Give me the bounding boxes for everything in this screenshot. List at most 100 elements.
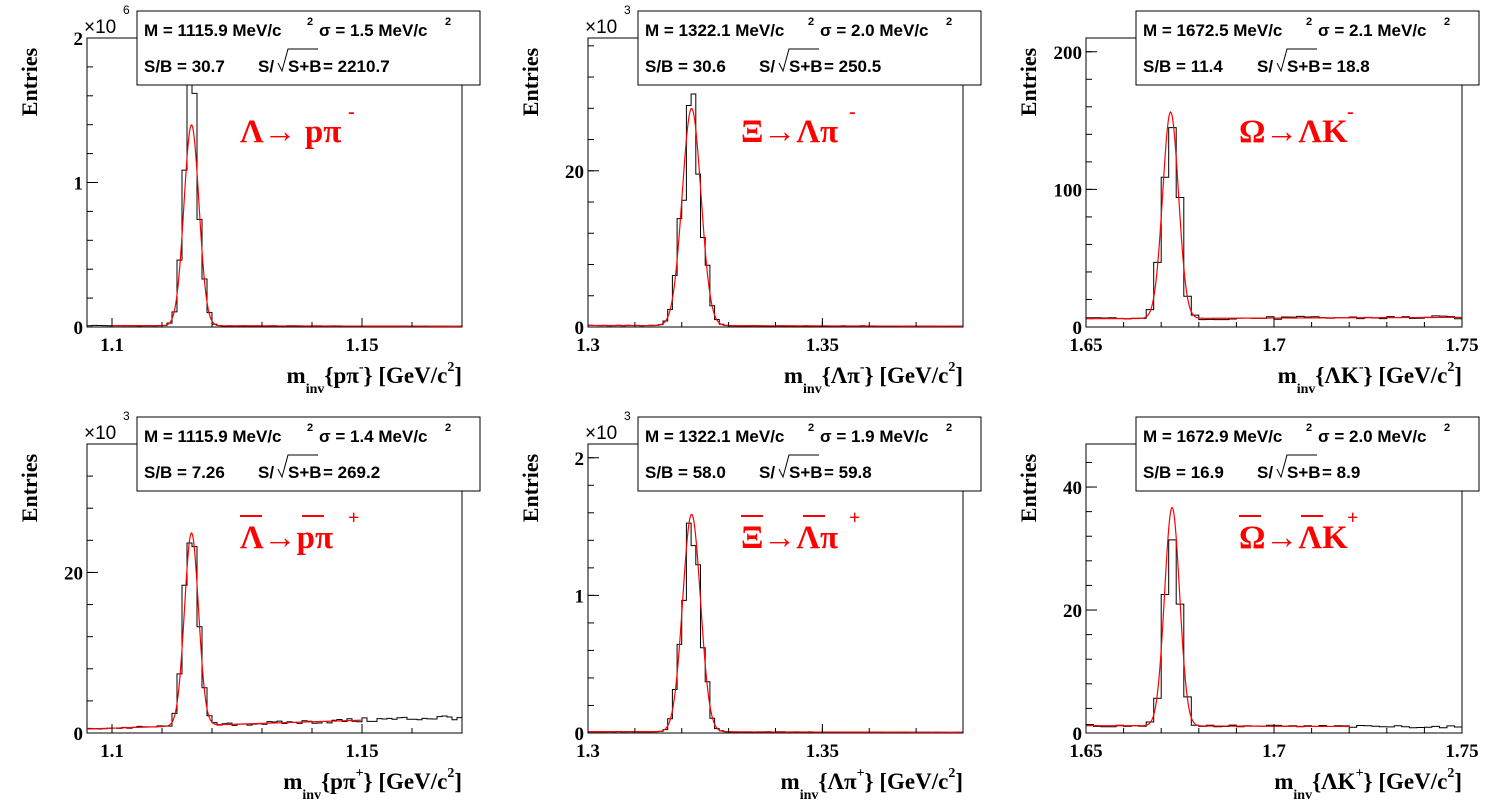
x-axis-title-prefix: m (781, 769, 800, 794)
decay-label: Ξ→Λπ (741, 114, 838, 150)
x-tick-label: 1.35 (806, 335, 839, 356)
stats-signif-radicand: S+B (288, 57, 322, 76)
decay-charge: + (1347, 507, 1358, 529)
x-axis-title-sup: + (356, 766, 364, 781)
x-axis-title-close: ] (454, 363, 462, 388)
stats-sb: S/B = 16.9 (1143, 463, 1224, 482)
x-axis-title-power: 2 (948, 360, 955, 375)
y-tick-label: 2 (575, 449, 585, 470)
stats-mass-power: 2 (307, 16, 313, 28)
x-axis-title-sup: - (1359, 360, 1364, 375)
x-axis-title-sup: + (857, 766, 865, 781)
axis-exponent-power: 3 (624, 3, 631, 17)
stats-sb: S/B = 30.7 (144, 57, 225, 76)
panel-1: 1.1 1.15 0 1 2 Entries ×10 6 M = 1115.9 MeV/c 2 σ … (17, 3, 481, 397)
stats-signif-value: = 250.5 (824, 57, 881, 76)
decay-charge: - (348, 101, 355, 123)
x-axis-title-close: ] (454, 769, 462, 794)
x-axis-title-content: {Λπ (818, 769, 857, 794)
x-axis-title: minv{pπ+} [GeV/c2] (283, 766, 462, 803)
stats-sigma: σ = 2.0 MeV/c (1318, 427, 1427, 446)
y-tick-label: 0 (74, 318, 84, 339)
y-tick-label: 1 (575, 586, 585, 607)
x-axis-title-suffix: } [GeV/c (364, 769, 448, 794)
stats-box (637, 10, 982, 86)
x-axis-title-power: 2 (1447, 360, 1454, 375)
x-axis-title: minv{ΛK+} [GeV/c2] (1274, 766, 1462, 803)
x-tick-label: 1.7 (1262, 335, 1286, 356)
x-axis-title-prefix: m (1274, 769, 1293, 794)
y-axis-label: Entries (17, 453, 42, 522)
x-tick-label: 1.1 (100, 335, 124, 356)
stats-mass-power: 2 (808, 422, 814, 434)
axis-exponent-power: 3 (123, 409, 130, 423)
panel-2: 1.3 1.35 0 20 Entries ×10 3 M = 1322.1 MeV/c 2 σ … (518, 3, 982, 397)
y-axis-label: Entries (1016, 47, 1041, 116)
x-tick-label: 1.3 (576, 335, 600, 356)
y-axis-label: Entries (518, 453, 543, 522)
stats-sb: S/B = 30.6 (645, 57, 726, 76)
x-axis-title-content: {pπ (321, 769, 356, 794)
stats-box (1135, 10, 1480, 86)
y-tick-label: 2 (74, 29, 84, 50)
x-tick-label: 1.35 (806, 741, 839, 762)
stats-sb: S/B = 7.26 (144, 463, 225, 482)
x-axis-title-sup: - (860, 360, 865, 375)
stats-signif-radicand: S+B (789, 57, 823, 76)
stats-box (136, 416, 481, 492)
sqrt-sign (778, 454, 819, 479)
decay-charge: + (849, 507, 860, 529)
stats-mass: M = 1672.5 MeV/c (1143, 21, 1282, 40)
stats-signif-value: = 2210.7 (323, 57, 390, 76)
x-axis-title-power: 2 (447, 766, 454, 781)
decay-charge: - (849, 101, 856, 123)
y-tick-label: 20 (1063, 601, 1082, 622)
x-tick-label: 1.15 (345, 335, 378, 356)
x-axis-title-sub: inv (803, 382, 822, 397)
x-axis-title-content: {pπ (324, 363, 359, 388)
x-axis-title-power: 2 (1447, 766, 1454, 781)
y-tick-label: 0 (74, 724, 84, 745)
y-axis-label: Entries (1016, 453, 1041, 522)
x-tick-label: 1.75 (1445, 335, 1478, 356)
stats-sigma: σ = 1.5 MeV/c (319, 21, 428, 40)
y-tick-label: 1 (74, 174, 84, 195)
decay-label: Ω→ΛK (1239, 114, 1348, 150)
stats-mass: M = 1115.9 MeV/c (144, 21, 282, 40)
stats-mass-power: 2 (1306, 16, 1312, 28)
y-tick-label: 100 (1054, 180, 1083, 201)
x-axis-title-sub: inv (306, 382, 325, 397)
stats-signif-value: = 269.2 (323, 463, 380, 482)
stats-signif-prefix: S/ (258, 57, 274, 76)
stats-signif-prefix: S/ (759, 463, 775, 482)
x-axis-title-suffix: } [GeV/c (364, 363, 448, 388)
sqrt-sign (1276, 48, 1317, 73)
axis-exponent: ×10 (585, 423, 617, 444)
y-tick-label: 0 (575, 318, 585, 339)
stats-sigma-power: 2 (1444, 16, 1450, 28)
x-axis-title: minv{Λπ+} [GeV/c2] (781, 766, 963, 803)
stats-signif-radicand: S+B (789, 463, 823, 482)
x-axis-title-close: ] (955, 363, 963, 388)
axis-exponent-power: 3 (624, 409, 631, 423)
panel-6: 1.65 1.7 1.75 0 20 40 Entries M = 1672.9 MeV/c 2… (1016, 416, 1480, 803)
axis-exponent: ×10 (84, 17, 116, 38)
stats-box (637, 416, 982, 492)
decay-label: Λ→pπ (240, 520, 333, 556)
x-axis-title-close: ] (1454, 769, 1462, 794)
stats-sb: S/B = 11.4 (1143, 57, 1223, 76)
x-axis-title-sub: inv (1293, 788, 1312, 803)
stats-signif-value: = 18.8 (1322, 57, 1370, 76)
stats-mass: M = 1322.1 MeV/c (645, 21, 784, 40)
stats-mass: M = 1115.9 MeV/c (144, 427, 282, 446)
y-tick-label: 0 (1073, 724, 1083, 745)
decay-label: Ξ→Λπ (741, 520, 838, 556)
y-tick-label: 0 (1073, 318, 1083, 339)
panel-3: 1.65 1.7 1.75 0 100 200 Entries M = 1672.5 MeV/… (1016, 10, 1480, 397)
x-axis-title-close: ] (955, 769, 963, 794)
sqrt-sign (778, 48, 819, 73)
sqrt-sign (277, 48, 318, 73)
y-tick-label: 40 (1063, 478, 1082, 499)
histogram-series (1086, 539, 1462, 729)
stats-signif-value: = 59.8 (824, 463, 872, 482)
